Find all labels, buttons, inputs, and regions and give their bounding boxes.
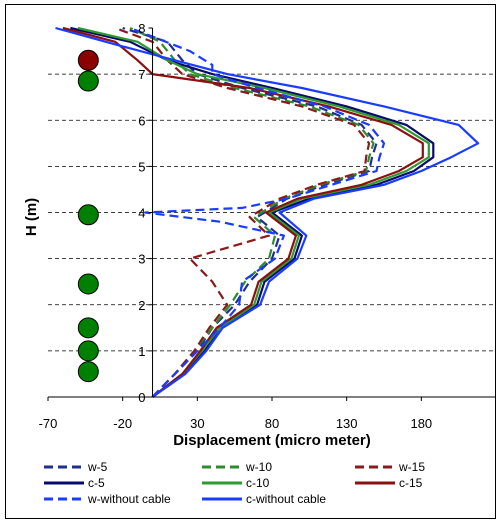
marker-layer xyxy=(77,49,99,383)
cable-marker-3 xyxy=(77,273,99,295)
legend: w-5 w-10 w-15 c-5 c-10 c-15 w-without cable c-w… xyxy=(44,460,425,506)
legend-label-w-5: w-5 xyxy=(87,460,108,474)
x-axis-title: Displacement (micro meter) xyxy=(173,432,371,449)
legend-label-w-15: w-15 xyxy=(398,460,425,474)
y-tick-label-7: 7 xyxy=(138,67,145,82)
series-line-w-5 xyxy=(122,26,378,398)
y-tick-label-3: 3 xyxy=(138,252,145,267)
x-tick-label-2: 30 xyxy=(190,416,204,431)
cable-marker-1 xyxy=(77,70,99,92)
cable-marker-0 xyxy=(77,49,99,71)
legend-label-c-15: c-15 xyxy=(399,476,423,490)
series-line-w-without-cable xyxy=(129,26,386,398)
x-tick-label-3: 80 xyxy=(265,416,279,431)
legend-label-c-5: c-5 xyxy=(88,476,105,490)
series-layer xyxy=(55,26,480,398)
series-line-c-without-cable xyxy=(55,26,480,398)
y-tick-label-5: 5 xyxy=(138,159,145,174)
cable-marker-4 xyxy=(77,317,99,339)
legend-label-w-without-cable: w-without cable xyxy=(87,492,171,506)
x-tick-label-5: 180 xyxy=(410,416,432,431)
y-tick-label-0: 0 xyxy=(138,390,145,405)
series-line-c-15 xyxy=(62,26,424,398)
y-tick-label-8: 8 xyxy=(138,21,145,36)
axes: -70 -20 30 80 130 180 0 1 2 3 4 5 6 7 8 xyxy=(39,21,496,431)
y-tick-label-6: 6 xyxy=(138,113,145,128)
y-tick-label-4: 4 xyxy=(138,206,145,221)
x-tick-label-4: 130 xyxy=(336,416,358,431)
legend-label-c-10: c-10 xyxy=(246,476,270,490)
series-line-c-10 xyxy=(77,26,430,398)
series-line-w-15 xyxy=(114,26,371,398)
y-axis-title: H (m) xyxy=(23,198,40,236)
x-tick-label-0: -70 xyxy=(39,416,58,431)
y-tick-label-1: 1 xyxy=(138,344,145,359)
y-tick-label-2: 2 xyxy=(138,298,145,313)
series-line-w-10 xyxy=(129,27,375,398)
legend-label-c-without-cable: c-without cable xyxy=(246,492,326,506)
x-tick-label-1: -20 xyxy=(113,416,132,431)
cable-marker-6 xyxy=(77,361,99,383)
cable-marker-2 xyxy=(77,204,99,226)
cable-marker-5 xyxy=(77,340,99,362)
legend-label-w-10: w-10 xyxy=(245,460,272,474)
